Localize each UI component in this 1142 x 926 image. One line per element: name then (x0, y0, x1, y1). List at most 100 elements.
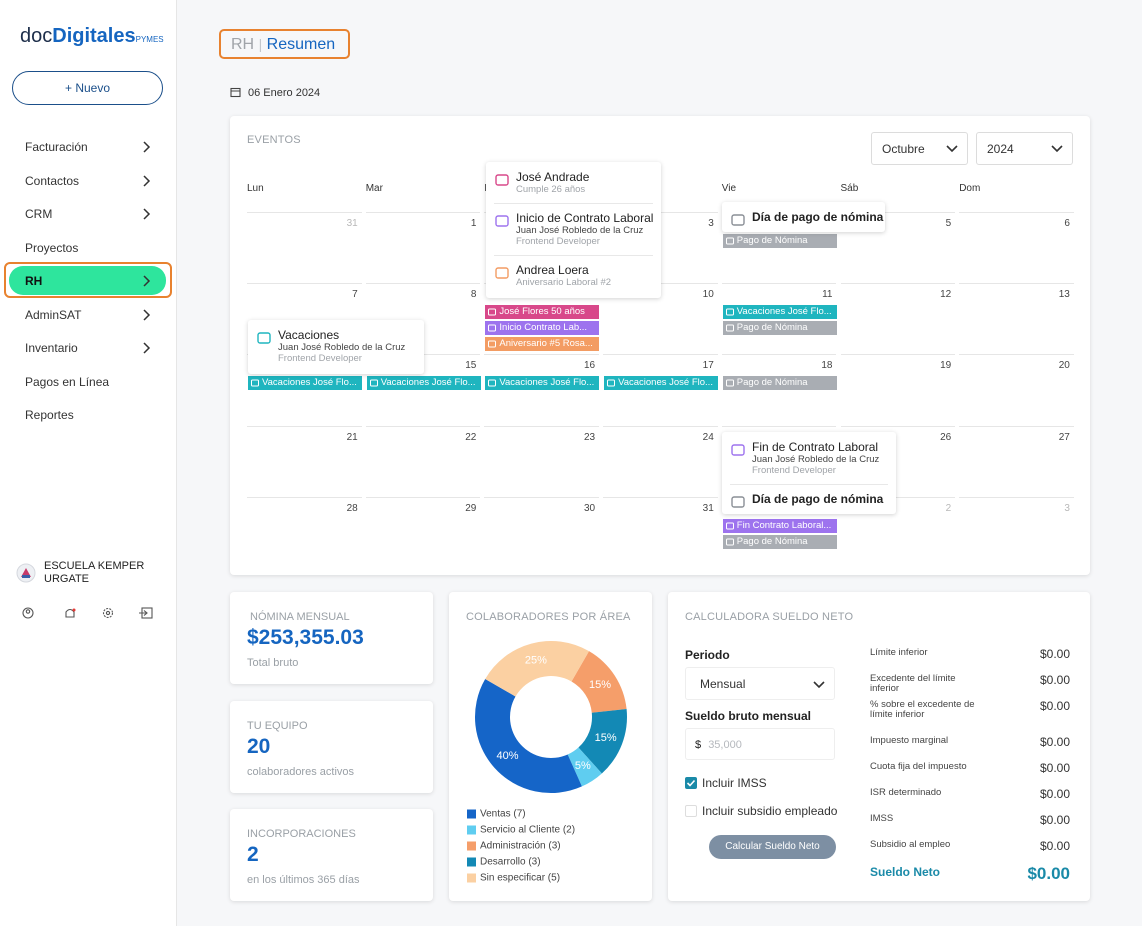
chip-icon (488, 379, 497, 387)
menu-item[interactable]: AdminSAT (25, 307, 82, 322)
menu-item[interactable]: Facturación (25, 140, 88, 154)
checkbox[interactable] (685, 777, 697, 789)
popup-title: Inicio de Contrato Laboral (516, 211, 654, 225)
popup-icon-shape (257, 332, 271, 344)
menu-chevron (143, 275, 151, 287)
popup-divider (494, 203, 653, 204)
chip-icon-shape (725, 308, 734, 316)
logo-brand: Digitales (52, 25, 136, 47)
salary-placeholder: 35,000 (708, 739, 742, 751)
breadcrumb-section[interactable]: RH (231, 36, 255, 53)
event-chip[interactable]: Vacaciones José Flo... (604, 376, 719, 391)
new-button[interactable]: + Nuevo (12, 71, 163, 105)
event-chip[interactable]: Inicio Contrato Lab... (485, 321, 600, 336)
event-chip[interactable]: Pago de Nómina (722, 234, 837, 248)
chip-icon (251, 379, 259, 387)
area-title: COLABORADORES POR ÁREA (466, 611, 631, 623)
calculate-button[interactable]: Calcular Sueldo Neto (709, 835, 836, 859)
day-number: 21 (346, 431, 358, 443)
event-chip[interactable]: Pago de Nómina (722, 534, 837, 549)
breadcrumb-page: Resumen (266, 36, 336, 53)
popup-line: Juan José Robledo de la Cruz (516, 225, 644, 236)
legend-label: Servicio al Cliente (2) (480, 825, 575, 836)
menu-item[interactable]: Contactos (25, 173, 80, 188)
stat-value: 20 (247, 734, 271, 758)
menu-item[interactable]: Proyectos (25, 240, 79, 255)
legend-swatch (467, 873, 476, 883)
popup-title: Día de pago de nómina (752, 492, 884, 506)
user-avatar (16, 563, 36, 583)
settings-icon[interactable] (102, 607, 114, 619)
notifications-icon[interactable] (65, 608, 76, 618)
day-number: 23 (583, 431, 596, 443)
event-chip[interactable]: Vacaciones José Flo... (366, 376, 481, 391)
year-select[interactable]: 2024 (976, 132, 1073, 165)
popup-line: Aniversario Laboral #2 (516, 277, 612, 288)
event-chip[interactable]: Aniversario #5 Rosa... (485, 337, 600, 352)
donut-segment (571, 651, 627, 713)
menu-item[interactable]: Inventario (25, 341, 78, 355)
chip-icon-shape (251, 379, 259, 387)
period-value: Mensual (700, 677, 746, 691)
weekday-label: Sáb (840, 183, 859, 194)
result-label: Cuota fija del impuesto (870, 761, 967, 772)
chip-icon-shape (488, 308, 497, 316)
month-select[interactable]: Octubre (871, 132, 968, 165)
day-number: 27 (1058, 431, 1070, 443)
cell-border (247, 212, 362, 213)
day-number: 15 (465, 360, 477, 372)
donut-segment (567, 747, 602, 787)
month-value: Octubre (882, 142, 925, 156)
event-chip[interactable]: Pago de Nómina (722, 321, 837, 336)
current-date: 06 Enero 2024 (248, 87, 321, 99)
salary-input[interactable]: $ 35,000 (685, 728, 835, 760)
day-number: 2 (945, 502, 952, 514)
donut-segment (485, 641, 589, 697)
stat-title: NÓMINA MENSUAL (250, 611, 350, 623)
menu-item[interactable]: CRM (25, 207, 53, 221)
event-popup: José Andrade Cumple 26 años Inicio de Cont… (486, 162, 661, 298)
cell-border (840, 425, 956, 427)
chip-icon (607, 379, 616, 387)
popup-divider (494, 255, 653, 256)
event-chip[interactable]: Vacaciones José Flo... (248, 376, 362, 391)
logout-icon[interactable] (139, 607, 153, 619)
result-label: Impuesto marginal (870, 735, 949, 746)
event-chip[interactable]: Vacaciones José Flo... (722, 305, 837, 320)
donut-segment (578, 709, 627, 774)
user-name: ESCUELA KEMPER URGATE (44, 560, 145, 585)
day-number: 31 (702, 502, 714, 514)
profile-icon[interactable] (22, 607, 34, 619)
menu-item[interactable]: Pagos en Línea (25, 374, 110, 389)
cell-border (721, 283, 837, 285)
total-value: $0.00 (1027, 864, 1070, 883)
segment-label: 5% (575, 760, 591, 772)
popup-icon (495, 267, 509, 279)
checkbox[interactable] (685, 805, 697, 817)
logo[interactable]: docDigitalesPYMES (20, 25, 164, 48)
calendar-title: EVENTOS (247, 134, 301, 146)
period-select[interactable]: Mensual (685, 667, 835, 700)
event-chip[interactable]: José Flores 50 años (485, 305, 600, 320)
popup-line: Juan José Robledo de la Cruz (278, 342, 406, 353)
event-chip[interactable]: Pago de Nómina (722, 376, 837, 391)
event-chip[interactable]: Vacaciones José Flo... (485, 376, 600, 391)
sidebar: docDigitalesPYMES + Nuevo Facturación Con… (0, 0, 177, 926)
legend-label: Desarrollo (3) (480, 857, 541, 868)
cell-border (840, 283, 956, 285)
event-chip[interactable]: Fin Contrato Laboral... (722, 518, 837, 533)
checkmark-path (686, 779, 696, 787)
result-value: $0.00 (1039, 699, 1070, 713)
menu-item[interactable]: RH (25, 274, 43, 288)
menu-item[interactable]: Reportes (25, 408, 74, 422)
segment-label: 25% (525, 654, 547, 666)
popup-line: Cumple 26 años (516, 184, 586, 195)
chip-icon-shape (607, 379, 616, 387)
breadcrumb: RH | Resumen (219, 29, 350, 59)
stat-caption: colaboradores activos (247, 765, 355, 778)
chevron-path (143, 208, 151, 220)
day-number: 12 (940, 289, 952, 301)
select-chevron (813, 681, 825, 689)
popup-title: Vacaciones (278, 328, 340, 342)
chip-icon (725, 237, 734, 245)
